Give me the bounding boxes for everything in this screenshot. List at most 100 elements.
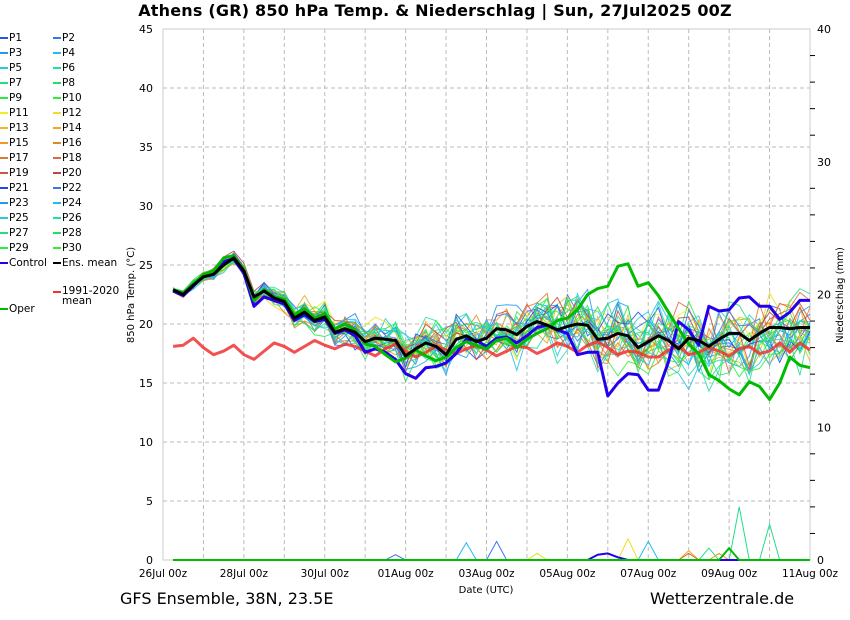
- legend-swatch: [53, 37, 61, 39]
- legend-label: P19: [9, 167, 29, 179]
- legend-label: 1991-2020 mean: [62, 285, 120, 307]
- legend-item-p3: P3: [0, 46, 22, 60]
- x-tick-label: 03Aug 00z: [458, 568, 515, 580]
- legend-item-p17: P17: [0, 151, 29, 165]
- x-axis-label: Date (UTC): [459, 585, 514, 596]
- y2-tick-label: 0: [817, 554, 824, 567]
- legend-item-p4: P4: [53, 46, 75, 60]
- legend-label: P10: [62, 92, 82, 104]
- legend-label: P26: [62, 212, 82, 224]
- legend-item-p29: P29: [0, 241, 29, 255]
- y-tick-label: 40: [139, 82, 153, 95]
- legend-swatch: [53, 291, 61, 293]
- member-precip-line: [173, 540, 810, 561]
- member-line-p3: [173, 263, 811, 377]
- legend-item-p12: P12: [53, 106, 82, 120]
- legend-item-p9: P9: [0, 91, 22, 105]
- y2-tick-label: 30: [817, 156, 831, 169]
- legend-label: P22: [62, 182, 82, 194]
- legend-swatch: [53, 217, 61, 219]
- legend-swatch: [53, 112, 61, 114]
- legend-item-p2: P2: [53, 31, 75, 45]
- legend-swatch: [0, 142, 8, 144]
- legend-label: Control: [9, 257, 47, 269]
- legend-item-p23: P23: [0, 196, 29, 210]
- y-axis-left: 0 5 10 15 20 25 30 35 40 45: [139, 23, 153, 567]
- legend-label: P6: [62, 62, 76, 74]
- legend-label: P16: [62, 137, 82, 149]
- legend-swatch: [53, 262, 61, 264]
- x-tick-label: 26Jul 00z: [139, 568, 188, 580]
- member-precip-line: [173, 506, 810, 561]
- x-tick-label: 30Jul 00z: [301, 568, 350, 580]
- legend-item-p7: P7: [0, 76, 22, 90]
- legend-label: P2: [62, 32, 76, 44]
- legend-label: P20: [62, 167, 82, 179]
- y2-tick-label: 40: [817, 23, 831, 36]
- legend-swatch: [0, 97, 8, 99]
- legend-item-p27: P27: [0, 226, 29, 240]
- legend-label: Ens. mean: [62, 257, 118, 269]
- legend-swatch: [53, 172, 61, 174]
- legend-item-p25: P25: [0, 211, 29, 225]
- y-tick-label: 20: [139, 318, 153, 331]
- y2-axis-label: Niederschlag (mm): [835, 247, 846, 343]
- member-line-p29: [172, 260, 811, 381]
- legend-label: P18: [62, 152, 82, 164]
- y-tick-label: 25: [139, 259, 153, 272]
- legend-swatch: [0, 187, 8, 189]
- x-tick-label: 05Aug 00z: [539, 568, 596, 580]
- y-tick-label: 45: [139, 23, 153, 36]
- source-label: GFS Ensemble, 38N, 23.5E: [120, 589, 334, 608]
- legend-item-p11: P11: [0, 106, 29, 120]
- legend-swatch: [53, 67, 61, 69]
- y-tick-label: 30: [139, 200, 153, 213]
- legend-label: P30: [62, 242, 82, 254]
- legend-label: P29: [9, 242, 29, 254]
- legend-item-p26: P26: [53, 211, 82, 225]
- legend-item-p28: P28: [53, 226, 82, 240]
- y-tick-label: 10: [139, 436, 153, 449]
- legend-swatch: [0, 247, 8, 249]
- series-line-ens-mean: [172, 256, 810, 358]
- legend-label: P9: [9, 92, 23, 104]
- legend-label: P24: [62, 197, 82, 209]
- main-series: [172, 254, 811, 561]
- x-tick-label: 09Aug 00z: [701, 568, 758, 580]
- legend-swatch: [0, 112, 8, 114]
- x-tick-label: 01Aug 00z: [378, 568, 435, 580]
- legend-swatch: [0, 308, 8, 310]
- y2-tick-label: 20: [817, 289, 831, 302]
- grid-lines: [163, 29, 810, 560]
- legend-item-oper: Oper: [0, 302, 35, 316]
- x-tick-label: 07Aug 00z: [620, 568, 677, 580]
- legend-label: P23: [9, 197, 29, 209]
- y-tick-label: 35: [139, 141, 153, 154]
- legend-swatch: [0, 232, 8, 234]
- legend-swatch: [0, 172, 8, 174]
- legend-swatch: [0, 67, 8, 69]
- legend-label: P12: [62, 107, 82, 119]
- legend-item-p8: P8: [53, 76, 75, 90]
- y2-tick-label: 10: [817, 421, 831, 434]
- legend-label: P14: [62, 122, 82, 134]
- legend-item-p13: P13: [0, 121, 29, 135]
- legend-swatch: [53, 232, 61, 234]
- legend-item-ens-mean: Ens. mean: [53, 256, 117, 270]
- precip-lines: [173, 506, 810, 561]
- legend-label: P7: [9, 77, 23, 89]
- legend-label: P27: [9, 227, 29, 239]
- legend-swatch: [53, 82, 61, 84]
- x-tick-label: 11Aug 00z: [782, 568, 839, 580]
- legend-label: P1: [9, 32, 23, 44]
- y-axis-right: 0 10 20 30 40: [810, 23, 831, 567]
- legend-item-p30: P30: [53, 241, 82, 255]
- legend-label: P25: [9, 212, 29, 224]
- series-line-control: [172, 257, 810, 398]
- ensemble-members: [172, 250, 811, 393]
- legend-swatch: [53, 142, 61, 144]
- legend-swatch: [0, 37, 8, 39]
- legend-swatch: [0, 202, 8, 204]
- legend-swatch: [0, 262, 8, 264]
